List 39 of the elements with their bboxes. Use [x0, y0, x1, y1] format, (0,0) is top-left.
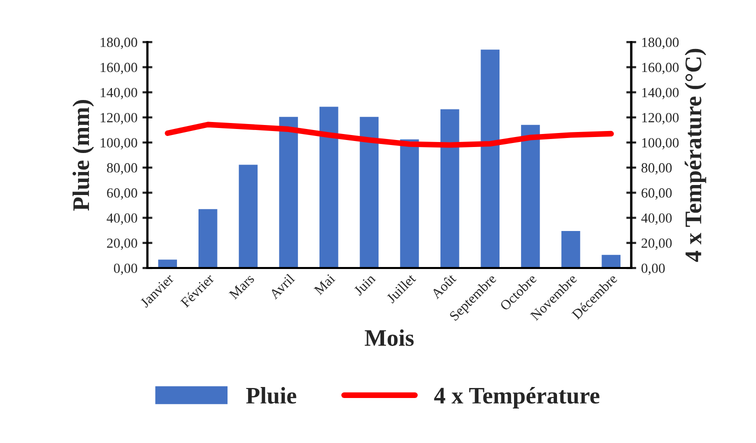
x-tick-label: Mai — [314, 273, 336, 296]
legend-label: 4 x Température — [434, 387, 600, 408]
bar — [560, 230, 582, 268]
bar — [278, 115, 300, 268]
bar — [318, 105, 340, 268]
bar — [600, 254, 622, 268]
y2-tick-label: 20,00 — [642, 238, 672, 250]
y-tick-label: 120,00 — [100, 112, 138, 124]
y2-tick-label: 140,00 — [642, 88, 679, 100]
y-tick-label: 180,00 — [100, 38, 138, 50]
y-tick-label: 140,00 — [100, 88, 138, 100]
x-tick-label: Juin — [353, 273, 376, 296]
y2-tick-label: 60,00 — [642, 188, 672, 200]
y2-tick-label: 180,00 — [642, 38, 679, 50]
y2-axis-title: 4 x Température (°C) — [684, 48, 706, 262]
bar — [197, 208, 219, 268]
y-tick-label: 40,00 — [106, 213, 138, 225]
bar — [398, 138, 420, 268]
x-axis-title: Mois — [364, 329, 414, 346]
y2-tick-label: 100,00 — [642, 138, 679, 150]
y2-tick-label: 0,00 — [642, 264, 665, 275]
x-tick-label: Mars — [228, 274, 255, 300]
y-tick-label: 60,00 — [107, 188, 138, 200]
y2-tick-label: 40,00 — [641, 213, 672, 225]
y2-tick-label: 120,00 — [642, 112, 679, 124]
bar — [439, 108, 461, 268]
bar — [237, 163, 259, 268]
legend-label: Pluie — [246, 387, 296, 404]
y-tick-label: 0,00 — [114, 264, 138, 275]
y-tick-label: 160,00 — [100, 62, 138, 74]
bar — [479, 48, 501, 268]
y-axis-title: Pluie (mm) — [72, 100, 94, 211]
y-tick-label: 100,00 — [100, 138, 138, 150]
bar — [520, 123, 542, 268]
y2-tick-label: 80,00 — [642, 163, 672, 175]
y2-tick-label: 160,00 — [642, 62, 679, 74]
y-tick-label: 20,00 — [107, 238, 138, 250]
bar — [358, 115, 380, 268]
y-tick-label: 80,00 — [106, 163, 138, 175]
